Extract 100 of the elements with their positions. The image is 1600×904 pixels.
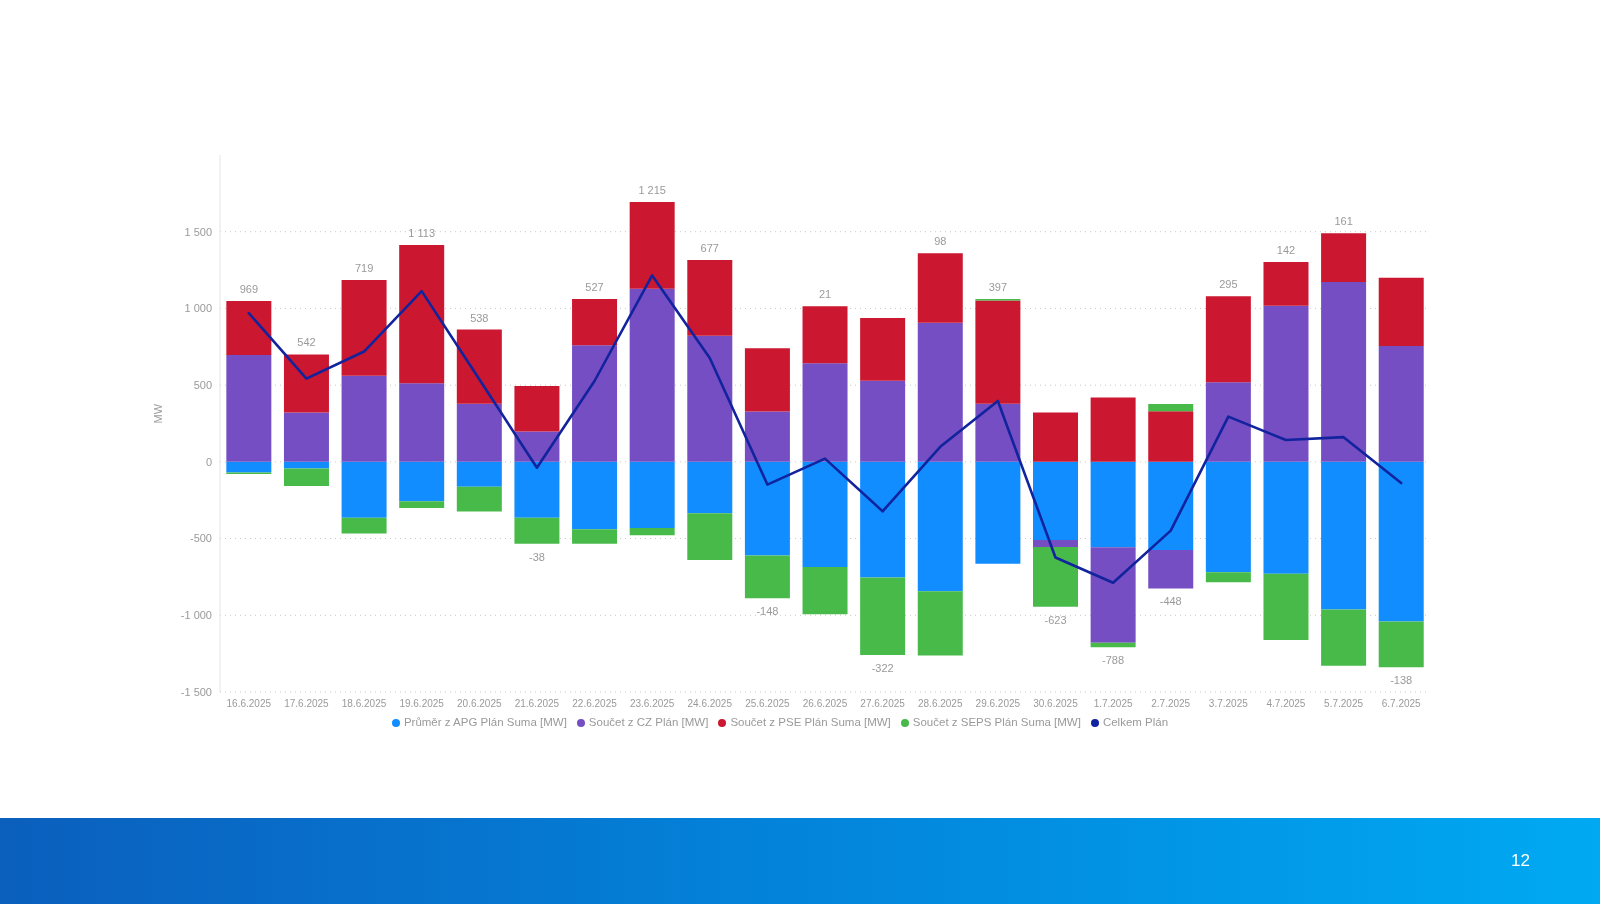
bar xyxy=(860,577,906,656)
y-tick-label: -1 000 xyxy=(180,609,212,622)
bar xyxy=(283,468,329,487)
bar xyxy=(399,461,445,502)
bar xyxy=(1321,233,1367,282)
x-tick-label: 25.6.2025 xyxy=(745,698,791,710)
total-label: 98 xyxy=(934,235,947,248)
x-tick-label: 26.6.2025 xyxy=(802,698,848,710)
total-label: 538 xyxy=(470,311,489,324)
y-tick-label: 1 500 xyxy=(184,225,212,238)
x-tick-label: 23.6.2025 xyxy=(629,698,675,710)
y-tick-label: 1 000 xyxy=(184,302,212,315)
bar xyxy=(1378,461,1424,622)
bar xyxy=(744,461,790,556)
bar xyxy=(1321,281,1367,462)
x-tick-label: 4.7.2025 xyxy=(1266,698,1306,710)
x-tick-label: 19.6.2025 xyxy=(399,698,445,710)
bar xyxy=(341,375,387,462)
total-label: 1 113 xyxy=(408,226,436,239)
bar xyxy=(802,566,848,615)
bar xyxy=(1148,461,1194,551)
bar xyxy=(1090,547,1136,643)
bar xyxy=(744,348,790,412)
total-label: 397 xyxy=(988,281,1008,294)
bar xyxy=(1090,642,1136,648)
bar xyxy=(572,461,618,530)
bar xyxy=(975,461,1021,564)
bar xyxy=(1263,461,1309,574)
bar xyxy=(399,501,445,509)
bar xyxy=(1205,296,1251,383)
x-tick-label: 20.6.2025 xyxy=(457,698,502,710)
bar xyxy=(283,461,329,469)
total-label: -322 xyxy=(871,662,894,675)
bar xyxy=(1090,397,1136,462)
x-tick-label: 27.6.2025 xyxy=(860,698,906,710)
bar xyxy=(226,354,272,462)
x-tick-label: 5.7.2025 xyxy=(1324,698,1364,710)
bar xyxy=(802,306,848,364)
bar xyxy=(860,461,906,578)
x-tick-label: 1.7.2025 xyxy=(1093,698,1133,710)
total-label: 1 215 xyxy=(638,183,666,196)
bar xyxy=(1263,573,1309,640)
bar xyxy=(1033,547,1078,607)
bar xyxy=(226,301,272,355)
bar xyxy=(1321,609,1367,666)
total-label: 295 xyxy=(1219,278,1238,291)
total-label: 527 xyxy=(585,281,604,294)
bar xyxy=(514,517,560,544)
bar xyxy=(1263,261,1309,306)
x-tick-label: 3.7.2025 xyxy=(1208,698,1249,710)
bar xyxy=(1263,305,1309,462)
total-label: 677 xyxy=(700,241,719,254)
legend-label: Součet z CZ Plán [MW] xyxy=(588,716,709,728)
bar xyxy=(744,411,790,462)
total-label: 969 xyxy=(239,283,259,296)
bar xyxy=(860,380,906,462)
x-tick-label: 2.7.2025 xyxy=(1151,698,1191,710)
bar xyxy=(744,555,790,599)
total-label: -788 xyxy=(1102,654,1125,667)
x-tick-label: 22.6.2025 xyxy=(572,698,618,710)
bar xyxy=(629,201,675,289)
total-label: -38 xyxy=(528,550,545,563)
bar xyxy=(802,461,848,567)
bar xyxy=(629,527,675,536)
bar xyxy=(975,403,1021,462)
bar xyxy=(1378,621,1424,668)
bar xyxy=(1378,346,1424,462)
bar xyxy=(1033,461,1078,541)
bar xyxy=(687,259,733,336)
total-label: -623 xyxy=(1044,613,1067,626)
x-tick-label: 29.6.2025 xyxy=(975,698,1021,710)
total-label: -138 xyxy=(1390,674,1413,687)
bar xyxy=(629,461,675,528)
total-label: -448 xyxy=(1159,595,1182,608)
bar xyxy=(399,383,445,462)
total-label: 542 xyxy=(297,336,316,349)
total-label: 21 xyxy=(818,288,832,301)
bar xyxy=(687,461,733,514)
bar xyxy=(917,591,963,656)
bar xyxy=(1148,411,1194,462)
text: 12 xyxy=(1511,851,1530,871)
bar xyxy=(514,385,560,432)
bar xyxy=(572,345,618,462)
bar xyxy=(802,363,848,462)
bar xyxy=(1205,572,1251,583)
total-label: -148 xyxy=(756,605,779,618)
bar xyxy=(456,461,502,487)
x-tick-label: 28.6.2025 xyxy=(917,698,963,710)
bar xyxy=(1033,412,1078,462)
bar xyxy=(917,253,963,323)
bar xyxy=(283,412,329,462)
bar xyxy=(341,279,387,376)
bar xyxy=(1090,461,1136,548)
x-tick-label: 16.6.2025 xyxy=(226,698,272,710)
y-tick-label: -1 500 xyxy=(180,685,212,698)
bar xyxy=(572,529,618,544)
x-tick-label: 6.7.2025 xyxy=(1381,698,1422,710)
y-tick-label: 0 xyxy=(205,455,212,468)
bar xyxy=(917,461,963,592)
x-tick-label: 30.6.2025 xyxy=(1033,698,1079,710)
